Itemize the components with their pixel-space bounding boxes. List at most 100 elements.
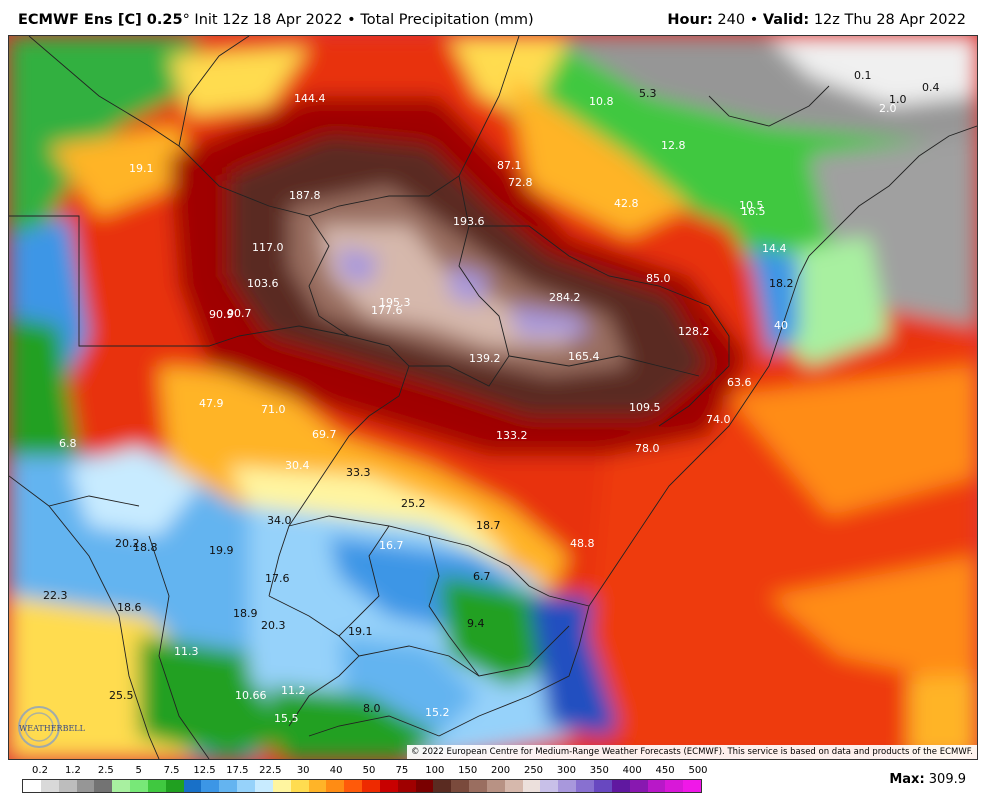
legend-tick-label: 100 xyxy=(425,765,445,776)
precip-value: 18.8 xyxy=(133,541,158,554)
precip-value: 33.3 xyxy=(346,466,371,479)
precip-value: 19.1 xyxy=(129,162,154,175)
precip-value: 18.9 xyxy=(233,607,258,620)
precip-value: 78.0 xyxy=(635,442,660,455)
precip-value: 25.5 xyxy=(109,689,134,702)
precip-value: 109.5 xyxy=(629,401,661,414)
precip-value: 139.2 xyxy=(469,352,501,365)
precip-value: 18.2 xyxy=(769,277,794,290)
precip-value: 18.6 xyxy=(117,601,142,614)
precip-value: 6.7 xyxy=(473,570,491,583)
precip-value: 90.7 xyxy=(227,307,252,320)
precip-value: 30.4 xyxy=(285,459,310,472)
precip-value: 85.0 xyxy=(646,272,671,285)
legend-color-bar xyxy=(22,779,702,793)
precip-value: 74.0 xyxy=(706,413,731,426)
precip-value: 144.4 xyxy=(294,92,326,105)
degree-symbol: ° xyxy=(182,12,190,28)
legend-tick-label: 500 xyxy=(688,765,708,776)
precip-value: 10.8 xyxy=(589,95,614,108)
legend-swatch xyxy=(397,780,416,792)
legend-swatch xyxy=(683,780,702,792)
precip-value: 71.0 xyxy=(261,403,286,416)
legend-swatch xyxy=(326,780,345,792)
weatherbell-logo: WEATHERBELL xyxy=(18,706,85,748)
legend-tick-label: 250 xyxy=(523,765,544,776)
legend-swatch xyxy=(165,780,184,792)
valid-label: Valid: xyxy=(762,12,810,28)
precip-value: 18.7 xyxy=(476,519,501,532)
max-value-box: Max: 309.9 xyxy=(889,772,966,787)
header: ECMWF Ens [C] 0.25° Init 12z 18 Apr 2022… xyxy=(0,0,984,36)
legend-swatch xyxy=(76,780,95,792)
precip-value: 42.8 xyxy=(614,197,639,210)
precip-value: 103.6 xyxy=(247,277,279,290)
legend-ticks: 0.2 1.2 2.5 5 7.5 12.5 17.5 22.5 30 40 50 75 100 150 2… xyxy=(22,765,708,779)
model-name: ECMWF Ens [C] 0.25 xyxy=(18,12,183,28)
precip-field xyxy=(9,36,977,759)
legend-swatch xyxy=(594,780,612,792)
legend-swatch xyxy=(558,780,577,792)
legend-tick-label: 300 xyxy=(556,765,576,776)
precip-value: 87.1 xyxy=(497,159,522,172)
precip-value: 63.6 xyxy=(727,376,752,389)
legend-tick-label: 0.2 xyxy=(32,765,48,776)
legend-tick-label: 40 xyxy=(329,765,343,776)
legend-swatch xyxy=(272,780,291,792)
separator: • xyxy=(749,12,759,28)
copyright-notice: © 2022 European Centre for Medium-Range … xyxy=(406,745,977,759)
precip-value: 5.3 xyxy=(639,87,657,100)
logo-text: WEATHERBELL xyxy=(19,724,85,733)
precip-value: 90.9 xyxy=(209,308,234,321)
precip-value: 19.1 xyxy=(348,625,373,638)
precip-value: 19.9 xyxy=(209,544,234,557)
precip-value: 69.7 xyxy=(312,428,337,441)
legend-swatch xyxy=(237,780,255,792)
legend-tick-label: 30 xyxy=(296,765,310,776)
precip-value: 20.3 xyxy=(261,619,286,632)
precip-value: 165.4 xyxy=(568,350,600,363)
legend-swatch xyxy=(219,780,238,792)
legend-swatch xyxy=(290,780,309,792)
legend-swatch xyxy=(40,780,59,792)
hour-value: 240 xyxy=(717,12,746,28)
field-name: Total Precipitation (mm) xyxy=(360,12,534,28)
legend-tick-label: 350 xyxy=(589,765,609,776)
precip-value: 15.5 xyxy=(274,712,299,725)
precip-value: 193.6 xyxy=(453,215,485,228)
precip-value: 47.9 xyxy=(199,397,224,410)
precip-value: 14.4 xyxy=(762,242,787,255)
legend-swatch xyxy=(504,780,523,792)
legend-swatch xyxy=(576,780,594,792)
precip-value: 2.0 xyxy=(879,102,897,115)
legend-swatch xyxy=(201,780,220,792)
legend-swatch xyxy=(147,780,166,792)
legend-tick-label: 450 xyxy=(655,765,675,776)
legend-swatch xyxy=(362,780,380,792)
hour-label: Hour: xyxy=(667,12,713,28)
legend-swatch xyxy=(112,780,131,792)
precip-value: 117.0 xyxy=(252,241,284,254)
precip-value-labels: 144.4 19.1 87.1 72.8 10.8 5.3 0.1 0.4 1.… xyxy=(43,69,940,725)
separator: • xyxy=(347,12,356,28)
legend-swatch xyxy=(433,780,452,792)
precip-value: 15.2 xyxy=(425,706,450,719)
precip-value: 0.1 xyxy=(854,69,872,82)
header-title: ECMWF Ens [C] 0.25° Init 12z 18 Apr 2022… xyxy=(18,12,534,28)
legend-swatch xyxy=(469,780,487,792)
precip-value: 20.2 xyxy=(115,537,140,550)
legend-tick-label: 5 xyxy=(135,765,142,776)
legend-swatch xyxy=(344,780,363,792)
legend-swatch xyxy=(58,780,77,792)
precip-value: 40 xyxy=(774,319,788,332)
precip-value: 195.3 xyxy=(379,296,411,309)
legend-swatch xyxy=(540,780,559,792)
precip-value: 0.4 xyxy=(922,81,940,94)
header-valid: Hour: 240 • Valid: 12z Thu 28 Apr 2022 xyxy=(667,12,966,28)
legend-swatch xyxy=(94,780,113,792)
precip-value: 17.6 xyxy=(265,572,290,585)
precipitation-map: 144.4 19.1 87.1 72.8 10.8 5.3 0.1 0.4 1.… xyxy=(8,35,978,760)
precip-value: 6.8 xyxy=(59,437,77,450)
precip-value: 9.4 xyxy=(467,617,485,630)
precip-value: 284.2 xyxy=(549,291,581,304)
